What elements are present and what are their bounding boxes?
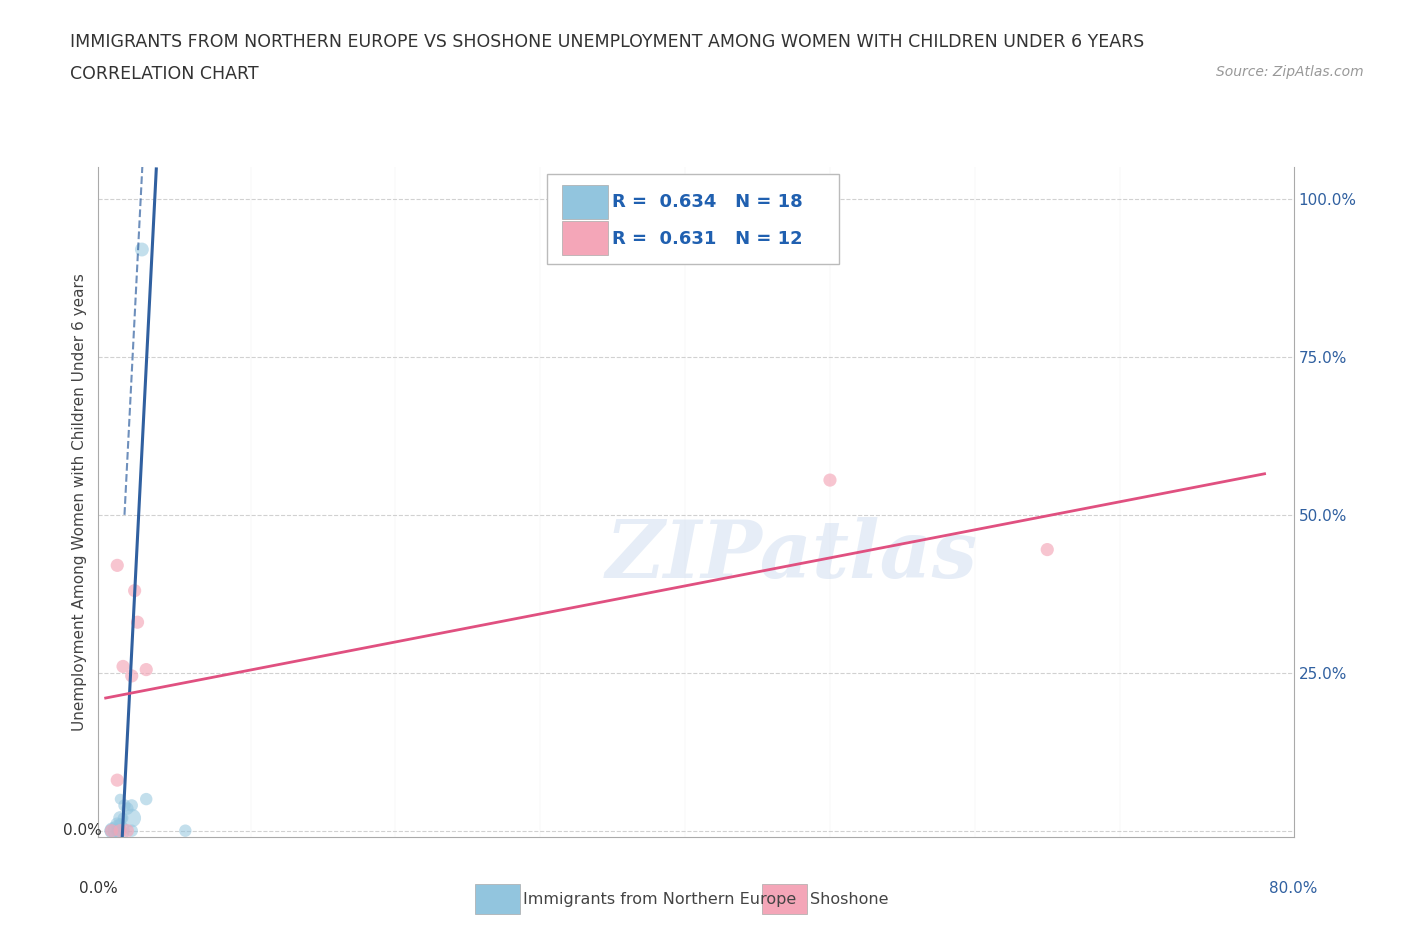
Point	[108, 791, 131, 806]
Point	[112, 811, 135, 826]
Point	[100, 823, 122, 838]
Text: ZIPatlas: ZIPatlas	[606, 517, 977, 594]
Point	[117, 801, 139, 816]
Point	[121, 823, 143, 838]
Point	[108, 811, 131, 826]
Point	[101, 823, 124, 838]
Point	[121, 798, 143, 813]
Text: 0.0%: 0.0%	[63, 823, 101, 838]
Text: CORRELATION CHART: CORRELATION CHART	[70, 65, 259, 83]
FancyBboxPatch shape	[762, 884, 807, 914]
Point	[112, 659, 135, 674]
Point	[124, 583, 146, 598]
Point	[108, 817, 131, 831]
Point	[174, 823, 197, 838]
Point	[100, 823, 122, 838]
Point	[105, 823, 128, 838]
Text: 80.0%: 80.0%	[1270, 881, 1317, 896]
Point	[818, 472, 841, 487]
Text: Shoshone: Shoshone	[810, 892, 889, 907]
Point	[105, 817, 128, 831]
FancyBboxPatch shape	[547, 174, 839, 264]
Point	[117, 823, 139, 838]
Text: IMMIGRANTS FROM NORTHERN EUROPE VS SHOSHONE UNEMPLOYMENT AMONG WOMEN WITH CHILDR: IMMIGRANTS FROM NORTHERN EUROPE VS SHOSH…	[70, 33, 1144, 50]
Text: Source: ZipAtlas.com: Source: ZipAtlas.com	[1216, 65, 1364, 79]
Point	[121, 669, 143, 684]
Point	[105, 558, 128, 573]
Point	[1036, 542, 1059, 557]
Point	[108, 823, 131, 838]
Point	[127, 615, 149, 630]
FancyBboxPatch shape	[562, 221, 607, 255]
Y-axis label: Unemployment Among Women with Children Under 6 years: Unemployment Among Women with Children U…	[72, 273, 87, 731]
Text: Immigrants from Northern Europe: Immigrants from Northern Europe	[523, 892, 796, 907]
Point	[107, 823, 129, 838]
Point	[121, 811, 143, 826]
Text: R =  0.631   N = 12: R = 0.631 N = 12	[613, 230, 803, 247]
Point	[135, 791, 157, 806]
Text: 0.0%: 0.0%	[79, 881, 118, 896]
Text: R =  0.634   N = 18: R = 0.634 N = 18	[613, 193, 803, 210]
Point	[135, 662, 157, 677]
Point	[114, 798, 136, 813]
Point	[107, 823, 129, 838]
Point	[105, 773, 128, 788]
FancyBboxPatch shape	[475, 884, 520, 914]
Point	[131, 242, 153, 257]
FancyBboxPatch shape	[562, 185, 607, 219]
